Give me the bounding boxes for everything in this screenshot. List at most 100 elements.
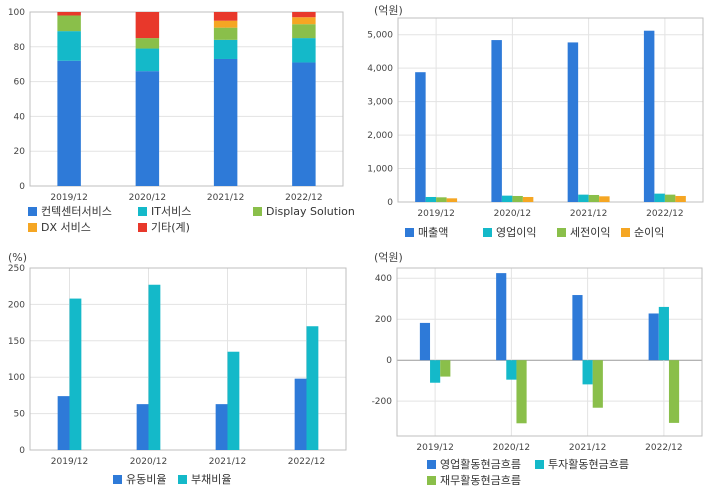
stability-plot-frame — [29, 267, 347, 451]
revenue-mix-y-tick-label: 40 — [14, 112, 26, 122]
cashflow-bar — [419, 322, 431, 361]
revenue-mix-x-axis: 2019/12 2020/12 2021/12 2022/12 — [50, 193, 322, 203]
cashflow-x-tick-label: 2020/12 — [493, 443, 530, 453]
revenue-mix-legend-label: DX 서비스 — [41, 221, 91, 234]
revenue-mix-legend-label: IT서비스 — [151, 205, 191, 218]
cashflow-bar — [658, 306, 669, 361]
chart-stability: (%) 0 50 100 150 200 250 2019/12 2020/12 2021/1… — [8, 251, 347, 486]
income-legend: 매출액 영업이익 세전이익 순이익 — [405, 226, 664, 239]
stability-bars — [57, 284, 319, 450]
revenue-mix-bar — [213, 12, 238, 21]
income-legend-label: 세전이익 — [570, 226, 610, 239]
chart-revenue-mix: 0 20 40 60 80 100 2019/12 2020/12 2021/12 2022/1… — [8, 8, 355, 234]
cashflow-x-axis: 2019/12 2020/12 2021/12 2022/12 — [416, 443, 682, 453]
cashflow-legend-swatch — [535, 460, 544, 469]
income-bar — [654, 193, 665, 202]
income-bar — [675, 195, 686, 202]
income-bar — [664, 194, 676, 202]
revenue-mix-bar — [57, 12, 81, 16]
income-bar — [446, 198, 458, 202]
cashflow-x-tick-label: 2021/12 — [569, 443, 606, 453]
income-bar — [436, 197, 447, 202]
stability-x-tick-label: 2020/12 — [130, 457, 167, 467]
income-legend-swatch — [557, 228, 566, 237]
revenue-mix-plot-frame — [29, 11, 344, 187]
revenue-mix-bar — [213, 39, 238, 59]
revenue-mix-bar — [292, 38, 316, 63]
cashflow-y-tick-label: -200 — [372, 397, 393, 407]
cashflow-x-tick-label: 2022/12 — [645, 443, 682, 453]
income-bar — [425, 196, 437, 202]
cashflow-grid — [397, 268, 702, 436]
stability-bar — [306, 326, 319, 450]
income-bar — [522, 196, 534, 202]
income-bar — [578, 194, 589, 202]
income-legend-label: 순이익 — [634, 226, 664, 239]
stability-bar — [227, 351, 240, 450]
income-x-tick-label: 2020/12 — [494, 209, 531, 219]
revenue-mix-legend: 컨텍센터서비스 IT서비스 Display Solution DX 서비스 기타(계) — [28, 205, 355, 234]
revenue-mix-legend-label: 컨텍센터서비스 — [41, 205, 112, 218]
stability-bar — [57, 396, 70, 450]
stability-unit-label: (%) — [8, 251, 27, 264]
income-legend-swatch — [405, 228, 414, 237]
stability-legend-swatch — [113, 475, 122, 484]
cashflow-bar — [496, 273, 507, 361]
stability-bar — [294, 378, 307, 450]
income-legend-label: 영업이익 — [496, 226, 536, 239]
income-x-tick-label: 2022/12 — [646, 209, 683, 219]
income-y-axis: 0 1,000 2,000 3,000 4,000 5,000 — [367, 31, 393, 208]
income-x-axis: 2019/12 2020/12 2021/12 2022/12 — [417, 209, 683, 219]
income-bars — [415, 30, 686, 203]
revenue-mix-y-tick-label: 60 — [14, 78, 26, 88]
income-y-tick-label: 3,000 — [367, 98, 393, 108]
revenue-mix-x-tick-label: 2021/12 — [207, 193, 244, 203]
revenue-mix-legend-swatch — [253, 207, 262, 216]
revenue-mix-bars — [57, 12, 316, 187]
stability-legend-label: 부채비율 — [191, 473, 231, 486]
cashflow-bar — [592, 360, 603, 408]
revenue-mix-bar — [135, 38, 160, 49]
revenue-mix-bar — [292, 62, 316, 186]
revenue-mix-y-tick-label: 20 — [14, 147, 26, 157]
revenue-mix-bar — [135, 12, 160, 39]
income-legend-swatch — [621, 228, 630, 237]
cashflow-legend-swatch — [427, 476, 436, 485]
income-x-tick-label: 2019/12 — [417, 209, 454, 219]
income-x-tick-label: 2021/12 — [570, 209, 607, 219]
cashflow-bar — [430, 360, 441, 383]
cashflow-bar — [572, 295, 583, 361]
cashflow-bar — [668, 360, 680, 423]
stability-x-tick-label: 2019/12 — [51, 457, 88, 467]
stability-y-tick-label: 0 — [19, 446, 25, 456]
income-y-tick-label: 5,000 — [367, 31, 393, 41]
revenue-mix-legend-label: 기타(계) — [151, 221, 190, 234]
cashflow-bar — [440, 360, 451, 377]
revenue-mix-x-tick-label: 2020/12 — [129, 193, 166, 203]
stability-bar — [215, 404, 228, 450]
revenue-mix-y-tick-label: 0 — [19, 182, 25, 192]
revenue-mix-y-tick-label: 100 — [8, 8, 25, 18]
revenue-mix-bar — [213, 20, 238, 28]
income-y-tick-label: 2,000 — [367, 131, 393, 141]
income-bar — [491, 40, 502, 202]
revenue-mix-bar — [57, 60, 81, 186]
income-bar — [501, 195, 513, 202]
stability-y-tick-label: 250 — [8, 264, 25, 274]
cashflow-legend-label: 투자활동현금흐름 — [548, 457, 629, 471]
stability-y-tick-label: 50 — [14, 410, 26, 420]
income-bar — [415, 72, 426, 202]
income-plot-frame — [397, 17, 704, 203]
revenue-mix-bar — [292, 12, 316, 18]
income-y-tick-label: 0 — [387, 198, 393, 208]
revenue-mix-y-tick-label: 80 — [14, 43, 26, 53]
cashflow-y-tick-label: 200 — [375, 315, 392, 325]
income-bar — [512, 195, 523, 202]
cashflow-y-tick-label: 400 — [375, 274, 392, 284]
revenue-mix-legend-swatch — [138, 207, 147, 216]
income-y-tick-label: 1,000 — [367, 165, 393, 175]
income-bar — [599, 196, 610, 202]
